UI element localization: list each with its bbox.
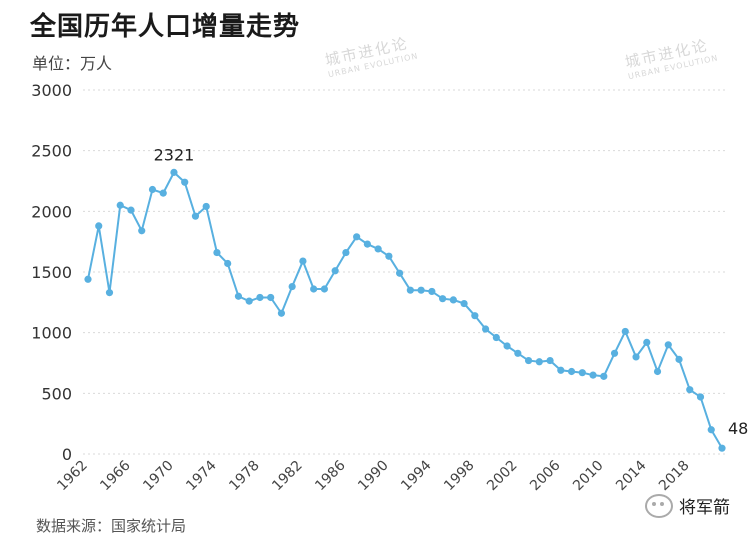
x-tick-label: 2010 xyxy=(570,458,607,495)
data-point xyxy=(632,353,640,361)
data-point xyxy=(374,245,382,253)
data-point xyxy=(406,286,414,294)
data-point xyxy=(288,282,296,291)
data-point xyxy=(256,293,264,302)
data-point xyxy=(535,358,543,366)
data-point xyxy=(138,227,146,235)
data-point xyxy=(492,333,500,342)
data-point xyxy=(342,248,350,257)
gridlines xyxy=(83,89,727,455)
data-point xyxy=(696,393,705,401)
data-point xyxy=(718,444,726,452)
data-point xyxy=(460,299,468,308)
data-point xyxy=(524,356,533,365)
data-point xyxy=(159,189,167,197)
data-point xyxy=(127,206,135,214)
data-point xyxy=(170,168,178,176)
data-point xyxy=(202,202,210,211)
data-point xyxy=(396,269,404,277)
data-point xyxy=(267,293,275,302)
series-line xyxy=(87,170,723,449)
data-point xyxy=(310,285,318,293)
data-point xyxy=(428,287,436,296)
data-point xyxy=(353,233,361,241)
x-tick-label: 2014 xyxy=(613,457,650,494)
data-label: 48 xyxy=(728,419,748,438)
x-tick-label: 1998 xyxy=(441,458,478,495)
data-point xyxy=(653,367,662,376)
data-point xyxy=(84,275,92,283)
x-tick-label: 1990 xyxy=(355,458,392,495)
data-point xyxy=(417,286,425,294)
data-point xyxy=(600,372,608,380)
data-point xyxy=(191,212,200,220)
data-point xyxy=(481,325,490,333)
y-tick-label: 1000 xyxy=(31,324,72,343)
x-tick-label: 1970 xyxy=(140,458,177,495)
data-point xyxy=(471,312,479,320)
y-tick-label: 500 xyxy=(41,384,72,403)
data-point xyxy=(621,327,629,336)
y-tick-label: 1500 xyxy=(31,263,72,282)
data-point xyxy=(299,257,307,265)
y-tick-label: 2500 xyxy=(31,142,72,161)
x-tick-label: 2006 xyxy=(527,457,564,494)
data-point xyxy=(363,240,371,248)
x-tick-label: 2018 xyxy=(656,458,693,495)
brand-badge: 将军箭 xyxy=(645,493,730,518)
chart-title: 全国历年人口增量走势 xyxy=(30,12,301,42)
x-tick-label: 1994 xyxy=(398,457,435,494)
data-point xyxy=(234,292,243,300)
y-tick-label: 2000 xyxy=(31,202,72,221)
unit-label: 单位：万人 xyxy=(32,54,113,73)
data-point xyxy=(385,252,393,260)
data-point xyxy=(277,309,286,317)
data-point xyxy=(213,248,221,257)
data-point xyxy=(245,297,253,305)
x-tick-label: 2002 xyxy=(484,458,521,495)
y-tick-label: 0 xyxy=(62,445,72,464)
data-point xyxy=(557,366,565,374)
data-point xyxy=(320,285,329,293)
x-tick-label: 1978 xyxy=(226,458,263,495)
data-point xyxy=(578,369,586,377)
data-point xyxy=(105,289,114,297)
data-point xyxy=(546,356,554,365)
data-point xyxy=(224,259,232,268)
x-tick-label: 1982 xyxy=(269,458,306,495)
data-point xyxy=(331,267,339,275)
data-label: 2321 xyxy=(154,145,195,164)
data-point xyxy=(707,426,715,434)
brand-label: 将军箭 xyxy=(679,498,730,518)
x-tick-label: 1962 xyxy=(54,458,91,495)
data-point xyxy=(181,178,189,186)
wechat-icon xyxy=(645,493,673,518)
x-axis-ticks: 1962 1966 1970 1974 1978 1982 1986 1990 1994 1998… xyxy=(54,457,692,494)
data-point xyxy=(148,185,157,194)
data-source: 数据来源：国家统计局 xyxy=(36,517,187,535)
data-point xyxy=(610,349,619,357)
data-labels: 2321 48 xyxy=(154,145,749,438)
x-tick-label: 1974 xyxy=(183,457,220,494)
data-point xyxy=(589,371,597,379)
data-point xyxy=(664,341,672,349)
x-tick-label: 1986 xyxy=(312,457,349,494)
data-point xyxy=(686,386,694,394)
data-point xyxy=(95,222,103,230)
data-point xyxy=(116,201,124,209)
data-point xyxy=(675,355,683,363)
y-tick-label: 3000 xyxy=(31,81,72,100)
data-point xyxy=(643,338,651,346)
data-point xyxy=(449,296,457,304)
series xyxy=(84,168,726,452)
y-axis-ticks: 0 500 1000 1500 2000 2500 3000 xyxy=(31,81,72,464)
data-point xyxy=(567,367,576,376)
data-point xyxy=(503,342,511,350)
data-point xyxy=(514,349,522,357)
x-tick-label: 1966 xyxy=(97,457,134,494)
data-point xyxy=(439,295,447,303)
